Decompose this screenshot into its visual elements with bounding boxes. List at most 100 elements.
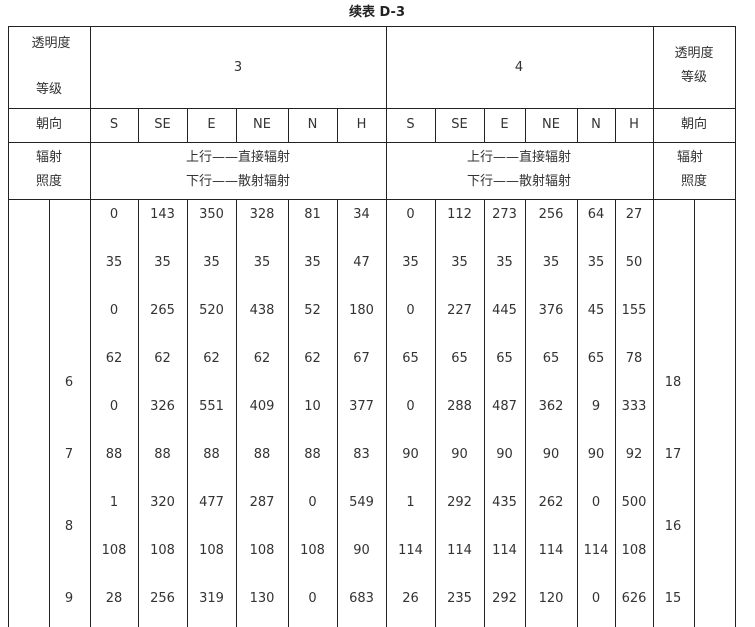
- table-border-left: [8, 26, 9, 627]
- column-divider: [484, 199, 485, 627]
- table-cell: 114: [398, 543, 423, 558]
- table-cell: 35: [587, 255, 605, 270]
- orientation-label-left: 朝向: [35, 117, 63, 132]
- column-divider: [288, 108, 289, 142]
- table-cell: 62: [105, 351, 123, 366]
- legend-diffuse-3: 下行——散射辐射: [185, 174, 291, 189]
- table-cell: 155: [621, 303, 647, 318]
- table-cell: 1: [406, 495, 415, 510]
- right-grade-value: 18: [664, 375, 682, 390]
- orientation-header: NE: [253, 117, 271, 132]
- table-cell: 326: [150, 399, 175, 414]
- table-cell: 88: [154, 447, 171, 462]
- table-cell: 0: [406, 207, 415, 222]
- table-cell: 52: [304, 303, 321, 318]
- table-cell: 90: [353, 543, 370, 558]
- table-cell: 438: [249, 303, 275, 318]
- table-cell: 90: [451, 447, 468, 462]
- column-divider: [525, 199, 526, 627]
- table-cell: 108: [300, 543, 325, 558]
- table-cell: 0: [406, 303, 415, 318]
- column-divider: [484, 108, 485, 142]
- table-cell: 34: [353, 207, 370, 222]
- table-cell: 500: [621, 495, 647, 510]
- table-cell: 0: [591, 591, 601, 606]
- column-divider: [138, 108, 139, 142]
- table-cell: 78: [625, 351, 643, 366]
- table-cell: 81: [304, 207, 321, 222]
- irradiance-label-left-2: 照度: [35, 174, 63, 189]
- legend-direct-4: 上行——直接辐射: [466, 150, 572, 165]
- orientation-header: SE: [451, 117, 468, 132]
- column-divider: [615, 199, 616, 627]
- group-3-header: 3: [233, 60, 243, 75]
- table-cell: 10: [304, 399, 321, 414]
- table-cell: 62: [203, 351, 220, 366]
- table-cell: 35: [154, 255, 171, 270]
- left-grade-value: 6: [64, 375, 74, 390]
- column-divider: [337, 108, 338, 142]
- left-grade-label-1: 透明度: [31, 36, 71, 51]
- orientation-header: H: [356, 117, 367, 132]
- legend-diffuse-4: 下行——散射辐射: [466, 174, 572, 189]
- column-divider: [49, 199, 50, 627]
- table-cell: 83: [353, 447, 370, 462]
- table-cell: 0: [406, 399, 415, 414]
- table-cell: 88: [253, 447, 271, 462]
- table-cell: 108: [101, 543, 127, 558]
- table-cell: 256: [538, 207, 564, 222]
- column-divider: [236, 199, 237, 627]
- table-cell: 65: [542, 351, 560, 366]
- table-cell: 0: [109, 207, 119, 222]
- column-divider: [653, 26, 654, 627]
- orientation-header: NE: [542, 117, 560, 132]
- table-cell: 292: [447, 495, 472, 510]
- column-divider: [90, 26, 91, 627]
- table-cell: 62: [154, 351, 171, 366]
- table-cell: 1: [109, 495, 119, 510]
- legend-direct-3: 上行——直接辐射: [185, 150, 291, 165]
- table-cell: 108: [199, 543, 224, 558]
- table-cell: 108: [249, 543, 275, 558]
- left-grade-value: 8: [64, 519, 74, 534]
- table-cell: 65: [402, 351, 419, 366]
- table-cell: 287: [249, 495, 275, 510]
- table-cell: 65: [451, 351, 468, 366]
- column-divider: [694, 199, 695, 627]
- column-divider: [288, 199, 289, 627]
- table-cell: 409: [249, 399, 275, 414]
- table-cell: 26: [402, 591, 419, 606]
- table-cell: 114: [583, 543, 609, 558]
- table-cell: 487: [492, 399, 517, 414]
- table-cell: 180: [349, 303, 374, 318]
- table-cell: 64: [587, 207, 605, 222]
- right-grade-label-2: 等级: [680, 70, 708, 85]
- column-divider: [337, 199, 338, 627]
- table-cell: 90: [402, 447, 419, 462]
- table-title: 续表 D-3: [349, 5, 405, 20]
- table-cell: 551: [199, 399, 224, 414]
- table-cell: 47: [353, 255, 370, 270]
- table-cell: 256: [150, 591, 175, 606]
- table-cell: 65: [496, 351, 513, 366]
- table-cell: 273: [492, 207, 517, 222]
- table-cell: 0: [109, 303, 119, 318]
- table-cell: 90: [542, 447, 560, 462]
- table-cell: 28: [105, 591, 123, 606]
- table-cell: 62: [253, 351, 271, 366]
- orientation-header: E: [207, 117, 216, 132]
- table-cell: 333: [621, 399, 647, 414]
- table-cell: 262: [538, 495, 564, 510]
- right-grade-value: 15: [664, 591, 682, 606]
- column-divider: [386, 26, 387, 627]
- column-divider: [577, 199, 578, 627]
- table-cell: 45: [587, 303, 605, 318]
- table-cell: 65: [587, 351, 605, 366]
- table-cell: 9: [591, 399, 601, 414]
- column-divider: [435, 108, 436, 142]
- column-divider: [525, 108, 526, 142]
- left-grade-label-2: 等级: [35, 82, 63, 97]
- table-cell: 626: [621, 591, 647, 606]
- table-cell: 0: [308, 591, 317, 606]
- table-cell: 292: [492, 591, 517, 606]
